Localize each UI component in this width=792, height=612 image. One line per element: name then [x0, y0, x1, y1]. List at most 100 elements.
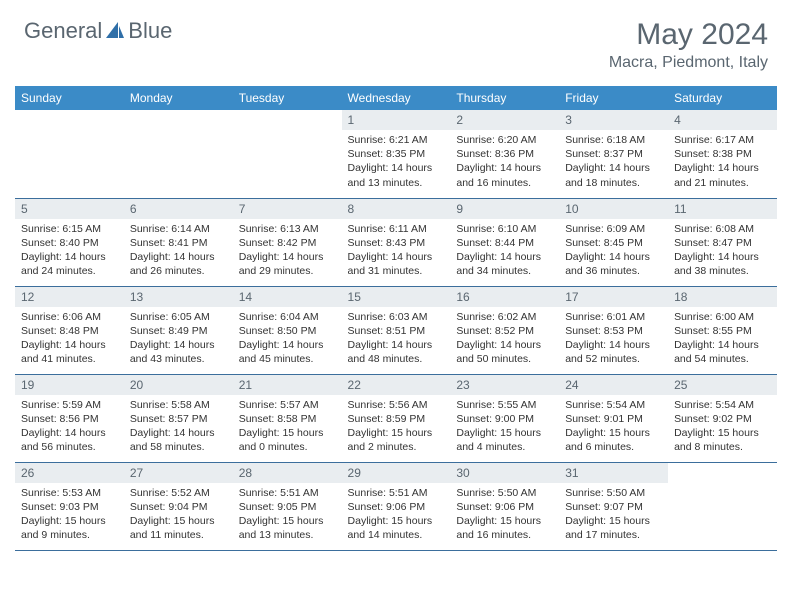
calendar-cell: 26Sunrise: 5:53 AMSunset: 9:03 PMDayligh… [15, 462, 124, 550]
day-content: Sunrise: 6:09 AMSunset: 8:45 PMDaylight:… [559, 219, 668, 283]
day-number: 1 [342, 110, 451, 130]
day-number: 6 [124, 199, 233, 219]
day-number: 15 [342, 287, 451, 307]
calendar-cell: 13Sunrise: 6:05 AMSunset: 8:49 PMDayligh… [124, 286, 233, 374]
day-number: 31 [559, 463, 668, 483]
calendar-cell: 7Sunrise: 6:13 AMSunset: 8:42 PMDaylight… [233, 198, 342, 286]
day-number: 4 [668, 110, 777, 130]
day-number: 22 [342, 375, 451, 395]
day-number: 5 [15, 199, 124, 219]
day-content: Sunrise: 5:59 AMSunset: 8:56 PMDaylight:… [15, 395, 124, 459]
day-content: Sunrise: 5:52 AMSunset: 9:04 PMDaylight:… [124, 483, 233, 547]
day-header: Monday [124, 86, 233, 110]
day-number: 12 [15, 287, 124, 307]
calendar-table: SundayMondayTuesdayWednesdayThursdayFrid… [15, 86, 777, 551]
day-number: 3 [559, 110, 668, 130]
day-content: Sunrise: 6:18 AMSunset: 8:37 PMDaylight:… [559, 130, 668, 194]
day-number: 29 [342, 463, 451, 483]
day-content: Sunrise: 6:10 AMSunset: 8:44 PMDaylight:… [450, 219, 559, 283]
calendar-cell: 11Sunrise: 6:08 AMSunset: 8:47 PMDayligh… [668, 198, 777, 286]
day-content: Sunrise: 5:50 AMSunset: 9:07 PMDaylight:… [559, 483, 668, 547]
day-number: 25 [668, 375, 777, 395]
day-number: 16 [450, 287, 559, 307]
day-number: 27 [124, 463, 233, 483]
calendar-cell: 24Sunrise: 5:54 AMSunset: 9:01 PMDayligh… [559, 374, 668, 462]
day-content: Sunrise: 5:55 AMSunset: 9:00 PMDaylight:… [450, 395, 559, 459]
day-number: 14 [233, 287, 342, 307]
calendar-cell: 21Sunrise: 5:57 AMSunset: 8:58 PMDayligh… [233, 374, 342, 462]
calendar-cell: 12Sunrise: 6:06 AMSunset: 8:48 PMDayligh… [15, 286, 124, 374]
day-header: Saturday [668, 86, 777, 110]
day-content: Sunrise: 6:15 AMSunset: 8:40 PMDaylight:… [15, 219, 124, 283]
day-number: 9 [450, 199, 559, 219]
day-content: Sunrise: 5:51 AMSunset: 9:05 PMDaylight:… [233, 483, 342, 547]
day-number: 26 [15, 463, 124, 483]
day-content: Sunrise: 5:54 AMSunset: 9:02 PMDaylight:… [668, 395, 777, 459]
calendar-cell: 28Sunrise: 5:51 AMSunset: 9:05 PMDayligh… [233, 462, 342, 550]
day-number: 28 [233, 463, 342, 483]
day-content: Sunrise: 6:17 AMSunset: 8:38 PMDaylight:… [668, 130, 777, 194]
day-content: Sunrise: 6:21 AMSunset: 8:35 PMDaylight:… [342, 130, 451, 194]
day-header: Sunday [15, 86, 124, 110]
day-number: 10 [559, 199, 668, 219]
month-title: May 2024 [609, 18, 768, 52]
calendar-cell [233, 110, 342, 198]
day-content: Sunrise: 5:57 AMSunset: 8:58 PMDaylight:… [233, 395, 342, 459]
calendar-cell: 15Sunrise: 6:03 AMSunset: 8:51 PMDayligh… [342, 286, 451, 374]
day-content: Sunrise: 6:00 AMSunset: 8:55 PMDaylight:… [668, 307, 777, 371]
day-content: Sunrise: 5:58 AMSunset: 8:57 PMDaylight:… [124, 395, 233, 459]
day-header: Friday [559, 86, 668, 110]
calendar-cell: 18Sunrise: 6:00 AMSunset: 8:55 PMDayligh… [668, 286, 777, 374]
calendar-cell: 9Sunrise: 6:10 AMSunset: 8:44 PMDaylight… [450, 198, 559, 286]
brand-name-right: Blue [128, 21, 172, 41]
day-number: 23 [450, 375, 559, 395]
calendar-cell [124, 110, 233, 198]
location-subtitle: Macra, Piedmont, Italy [609, 54, 768, 72]
calendar-cell: 8Sunrise: 6:11 AMSunset: 8:43 PMDaylight… [342, 198, 451, 286]
calendar-cell [15, 110, 124, 198]
calendar-week: 12Sunrise: 6:06 AMSunset: 8:48 PMDayligh… [15, 286, 777, 374]
calendar-cell: 22Sunrise: 5:56 AMSunset: 8:59 PMDayligh… [342, 374, 451, 462]
day-number: 17 [559, 287, 668, 307]
calendar-cell: 27Sunrise: 5:52 AMSunset: 9:04 PMDayligh… [124, 462, 233, 550]
calendar-cell: 1Sunrise: 6:21 AMSunset: 8:35 PMDaylight… [342, 110, 451, 198]
day-header: Wednesday [342, 86, 451, 110]
brand-name-left: General [24, 18, 102, 44]
day-number: 18 [668, 287, 777, 307]
day-number: 19 [15, 375, 124, 395]
calendar-cell [668, 462, 777, 550]
day-content: Sunrise: 5:53 AMSunset: 9:03 PMDaylight:… [15, 483, 124, 547]
calendar-body: 1Sunrise: 6:21 AMSunset: 8:35 PMDaylight… [15, 110, 777, 550]
page-header: General Blue May 2024 Macra, Piedmont, I… [0, 0, 792, 80]
day-number: 30 [450, 463, 559, 483]
calendar-cell: 5Sunrise: 6:15 AMSunset: 8:40 PMDaylight… [15, 198, 124, 286]
calendar-cell: 6Sunrise: 6:14 AMSunset: 8:41 PMDaylight… [124, 198, 233, 286]
calendar-cell: 3Sunrise: 6:18 AMSunset: 8:37 PMDaylight… [559, 110, 668, 198]
calendar-head: SundayMondayTuesdayWednesdayThursdayFrid… [15, 86, 777, 110]
day-header: Thursday [450, 86, 559, 110]
calendar-cell: 14Sunrise: 6:04 AMSunset: 8:50 PMDayligh… [233, 286, 342, 374]
day-content: Sunrise: 6:01 AMSunset: 8:53 PMDaylight:… [559, 307, 668, 371]
day-content: Sunrise: 5:51 AMSunset: 9:06 PMDaylight:… [342, 483, 451, 547]
day-content: Sunrise: 6:05 AMSunset: 8:49 PMDaylight:… [124, 307, 233, 371]
day-content: Sunrise: 6:08 AMSunset: 8:47 PMDaylight:… [668, 219, 777, 283]
day-content: Sunrise: 6:14 AMSunset: 8:41 PMDaylight:… [124, 219, 233, 283]
day-number: 24 [559, 375, 668, 395]
day-content: Sunrise: 5:50 AMSunset: 9:06 PMDaylight:… [450, 483, 559, 547]
day-content: Sunrise: 6:02 AMSunset: 8:52 PMDaylight:… [450, 307, 559, 371]
calendar-week: 19Sunrise: 5:59 AMSunset: 8:56 PMDayligh… [15, 374, 777, 462]
calendar-cell: 29Sunrise: 5:51 AMSunset: 9:06 PMDayligh… [342, 462, 451, 550]
calendar-cell: 16Sunrise: 6:02 AMSunset: 8:52 PMDayligh… [450, 286, 559, 374]
calendar-cell: 20Sunrise: 5:58 AMSunset: 8:57 PMDayligh… [124, 374, 233, 462]
calendar-cell: 2Sunrise: 6:20 AMSunset: 8:36 PMDaylight… [450, 110, 559, 198]
calendar-cell: 23Sunrise: 5:55 AMSunset: 9:00 PMDayligh… [450, 374, 559, 462]
title-block: May 2024 Macra, Piedmont, Italy [609, 18, 768, 72]
day-content: Sunrise: 5:54 AMSunset: 9:01 PMDaylight:… [559, 395, 668, 459]
day-number: 11 [668, 199, 777, 219]
day-number: 13 [124, 287, 233, 307]
day-content: Sunrise: 6:13 AMSunset: 8:42 PMDaylight:… [233, 219, 342, 283]
day-header: Tuesday [233, 86, 342, 110]
day-content: Sunrise: 5:56 AMSunset: 8:59 PMDaylight:… [342, 395, 451, 459]
calendar-cell: 30Sunrise: 5:50 AMSunset: 9:06 PMDayligh… [450, 462, 559, 550]
day-number: 2 [450, 110, 559, 130]
